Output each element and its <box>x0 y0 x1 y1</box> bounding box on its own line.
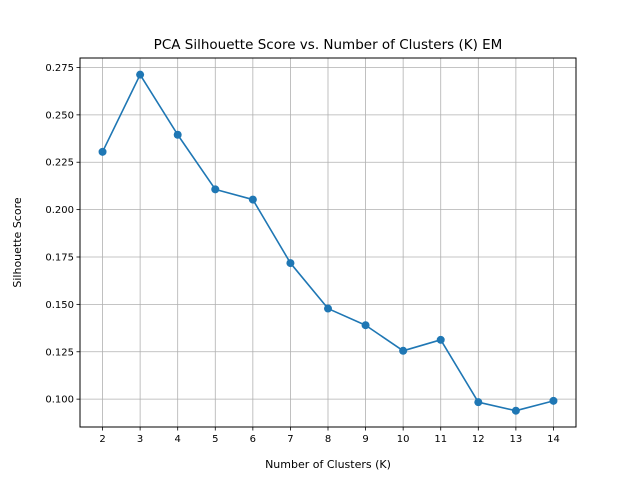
x-tick-label: 8 <box>325 434 331 445</box>
chart-title: PCA Silhouette Score vs. Number of Clust… <box>154 37 503 53</box>
data-point <box>324 304 332 313</box>
data-point <box>286 259 295 268</box>
grid <box>80 58 576 427</box>
y-axis-label: Silhouette Score <box>11 197 24 287</box>
y-tick-label: 0.200 <box>45 205 74 216</box>
data-point <box>361 321 370 330</box>
data-point <box>136 70 145 79</box>
data-point <box>511 406 520 415</box>
x-tick-label: 9 <box>362 434 368 445</box>
data-point <box>248 195 257 204</box>
data-point <box>399 346 408 355</box>
x-tick-label: 12 <box>472 434 485 445</box>
data-point <box>474 398 483 407</box>
x-tick-label: 2 <box>99 434 105 445</box>
x-tick-label: 6 <box>250 434 256 445</box>
x-tick-label: 14 <box>547 434 560 445</box>
data-point <box>173 130 182 139</box>
y-tick-label: 0.150 <box>45 300 74 311</box>
x-tick-label: 3 <box>137 434 143 445</box>
x-axis-label: Number of Clusters (K) <box>265 458 391 471</box>
y-tick-label: 0.250 <box>45 110 74 121</box>
x-tick-label: 13 <box>510 434 523 445</box>
y-tick-label: 0.225 <box>45 158 74 169</box>
y-tick-label: 0.100 <box>45 395 74 406</box>
data-point <box>98 147 107 156</box>
data-point <box>436 335 445 344</box>
y-tick-label: 0.175 <box>45 252 74 263</box>
x-tick-label: 7 <box>287 434 293 445</box>
x-tick-label: 4 <box>175 434 181 445</box>
y-tick-label: 0.275 <box>45 63 74 74</box>
ticks: 2 3 4 5 6 7 8 9 10 11 12 13 14 0.100 0.125 0.150 0.175 0.… <box>45 63 559 445</box>
data-point <box>549 396 558 405</box>
x-tick-label: 11 <box>434 434 447 445</box>
x-tick-label: 5 <box>212 434 218 445</box>
x-tick-label: 10 <box>397 434 410 445</box>
data-point <box>211 185 220 194</box>
series-layer <box>98 70 558 415</box>
y-tick-label: 0.125 <box>45 347 74 358</box>
